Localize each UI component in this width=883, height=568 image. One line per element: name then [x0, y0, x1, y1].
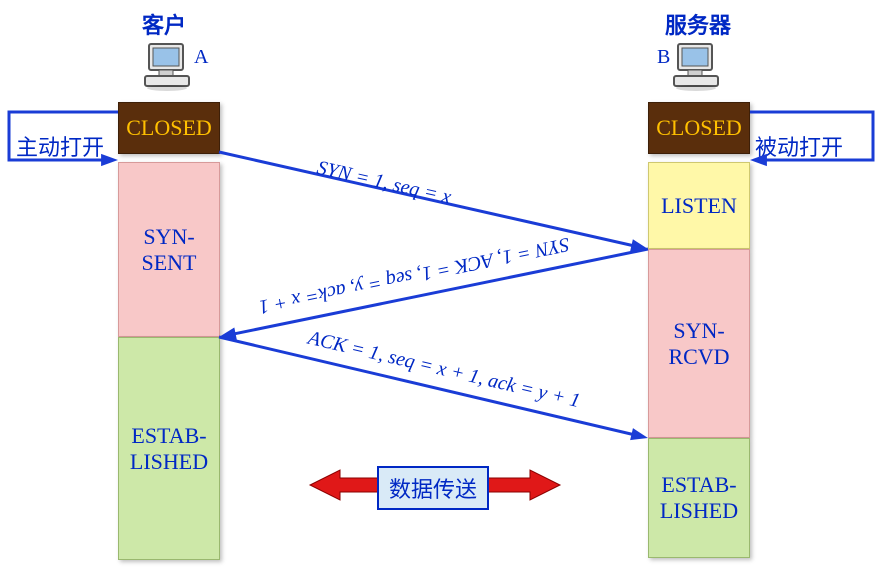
state-estab_right: ESTAB-LISHED: [648, 438, 750, 558]
msg-label-m3: ACK = 1, seq = x + 1, ack = y + 1: [305, 326, 581, 412]
state-closed_right: CLOSED: [648, 102, 750, 154]
passive-open-label: 被动打开: [755, 130, 843, 162]
client-header: 客户: [142, 8, 186, 40]
state-closed_left: CLOSED: [118, 102, 220, 154]
msg-label-m1: SYN = 1, seq = x: [314, 156, 453, 209]
active-open-label: 主动打开: [16, 130, 104, 162]
state-syn_rcvd: SYN-RCVD: [648, 249, 750, 438]
server-header: 服务器: [665, 8, 731, 40]
state-syn_sent: SYN-SENT: [118, 162, 220, 337]
tcp-handshake-diagram: { "layout": { "width": 883, "height": 56…: [0, 0, 883, 568]
msg-label-m2: SYN = 1, ACK = 1, seq = y, ack= x + 1: [256, 232, 571, 318]
state-estab_left: ESTAB-LISHED: [118, 337, 220, 560]
host-a-label: A: [194, 46, 208, 69]
data-transfer-box: 数据传送: [377, 466, 489, 510]
host-b-label: B: [657, 46, 670, 69]
state-listen: LISTEN: [648, 162, 750, 249]
